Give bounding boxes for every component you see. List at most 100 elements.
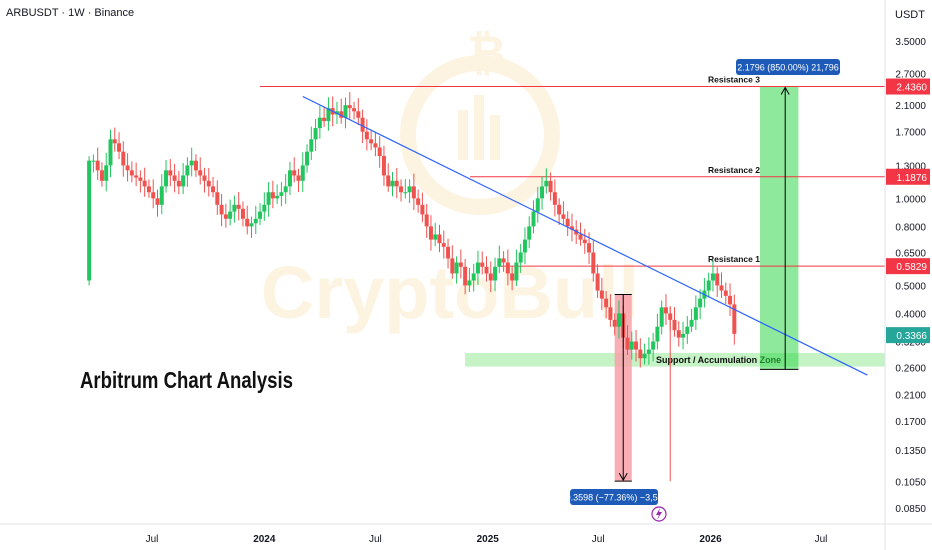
candle bbox=[129, 170, 134, 176]
candle bbox=[723, 290, 728, 296]
candle bbox=[121, 151, 126, 166]
time-tick-label: Jul bbox=[146, 534, 159, 545]
resistance-label: Resistance 3 bbox=[708, 75, 760, 85]
candle bbox=[522, 239, 527, 253]
price-tick-label: 0.0850 bbox=[895, 504, 926, 515]
candle bbox=[253, 218, 258, 224]
candle bbox=[480, 262, 485, 267]
candle bbox=[488, 273, 493, 281]
current-price-tag: 0.3366 bbox=[896, 331, 927, 342]
candle bbox=[616, 313, 621, 327]
candle bbox=[595, 273, 600, 291]
candle bbox=[108, 139, 113, 166]
candle bbox=[172, 175, 177, 181]
candle bbox=[420, 204, 425, 215]
candle bbox=[505, 262, 510, 274]
time-tick-label: 2026 bbox=[699, 534, 722, 545]
price-tick-label: 2.7000 bbox=[895, 70, 926, 81]
candle bbox=[245, 218, 250, 227]
price-tick-label: 0.2100 bbox=[895, 390, 926, 401]
candle bbox=[655, 326, 660, 342]
candle bbox=[309, 139, 314, 152]
candle bbox=[142, 180, 147, 187]
candle bbox=[719, 285, 724, 291]
candle bbox=[454, 262, 459, 274]
candle bbox=[305, 151, 310, 166]
candle bbox=[706, 280, 711, 291]
candle bbox=[343, 105, 348, 118]
candle bbox=[125, 165, 130, 171]
candle bbox=[159, 186, 164, 205]
resistance-price-tag: 2.4360 bbox=[896, 83, 927, 94]
price-tick-label: 0.1050 bbox=[895, 477, 926, 488]
candle bbox=[471, 273, 476, 281]
candle bbox=[732, 304, 737, 334]
overlay-title: Arbitrum Chart Analysis bbox=[80, 367, 293, 393]
candle bbox=[587, 243, 592, 253]
candle bbox=[540, 186, 545, 199]
descending-trendline bbox=[302, 95, 868, 376]
candle bbox=[518, 252, 523, 263]
candle bbox=[501, 258, 506, 263]
candle bbox=[275, 195, 280, 199]
candle bbox=[424, 214, 429, 227]
candle bbox=[373, 143, 378, 148]
time-axis[interactable]: Jul 2024 Jul 2025 Jul 2026 Jul bbox=[146, 534, 828, 545]
candle bbox=[236, 204, 241, 209]
candle bbox=[463, 266, 468, 286]
candle bbox=[138, 177, 143, 181]
candle bbox=[493, 266, 498, 281]
price-tick-label: 1.3000 bbox=[895, 161, 926, 172]
candle bbox=[608, 307, 613, 320]
candle bbox=[651, 341, 656, 350]
candle bbox=[646, 349, 651, 354]
price-tick-label: 1.0000 bbox=[895, 194, 926, 205]
price-tick-label: 0.5000 bbox=[895, 281, 926, 292]
loss-measure-label: −0.3598 (−77.36%) −3,598 bbox=[560, 493, 667, 503]
candle bbox=[467, 280, 472, 286]
candle bbox=[689, 319, 694, 327]
candle bbox=[681, 333, 686, 338]
svg-text:₿: ₿ bbox=[467, 28, 506, 81]
candle bbox=[206, 180, 211, 187]
candle bbox=[300, 165, 305, 181]
candle bbox=[676, 330, 681, 338]
candle bbox=[446, 246, 451, 259]
candle bbox=[223, 214, 228, 219]
candle bbox=[510, 273, 515, 281]
candle bbox=[663, 307, 668, 314]
candle bbox=[535, 198, 540, 212]
candle bbox=[262, 204, 267, 212]
watermark-logo: ₿ CryptoBull bbox=[261, 28, 639, 334]
candle bbox=[659, 307, 664, 327]
time-tick-label: Jul bbox=[369, 534, 382, 545]
resistance-price-tag-bg bbox=[886, 168, 930, 185]
candle bbox=[386, 175, 391, 187]
resistance-price-tag-bg bbox=[886, 258, 930, 275]
candle bbox=[296, 175, 301, 181]
candle bbox=[189, 160, 194, 166]
price-tick-label: 0.1350 bbox=[895, 446, 926, 457]
candle bbox=[381, 156, 386, 176]
gain-measure-box bbox=[759, 86, 799, 370]
price-tick-label: 0.1700 bbox=[895, 417, 926, 428]
candle bbox=[685, 326, 690, 334]
candle bbox=[146, 186, 151, 193]
candle bbox=[313, 128, 318, 140]
candle bbox=[565, 218, 570, 227]
candle bbox=[360, 117, 365, 132]
candle bbox=[270, 192, 275, 199]
candle bbox=[433, 234, 438, 240]
gain-measure-label: 2.1796 (850.00%) 21,796 bbox=[737, 63, 839, 73]
candle bbox=[561, 214, 566, 219]
candle bbox=[390, 180, 395, 187]
candle bbox=[450, 258, 455, 274]
candle bbox=[612, 319, 617, 327]
resistance-price-tag-bg bbox=[886, 78, 930, 95]
candle bbox=[552, 192, 557, 205]
price-tick-label: 2.1000 bbox=[895, 101, 926, 112]
price-axis[interactable]: 3.5000 2.7000 2.1000 1.7000 1.3000 1.0000 0.80… bbox=[886, 37, 930, 515]
candle bbox=[437, 234, 442, 244]
flash-icon[interactable] bbox=[651, 506, 667, 522]
